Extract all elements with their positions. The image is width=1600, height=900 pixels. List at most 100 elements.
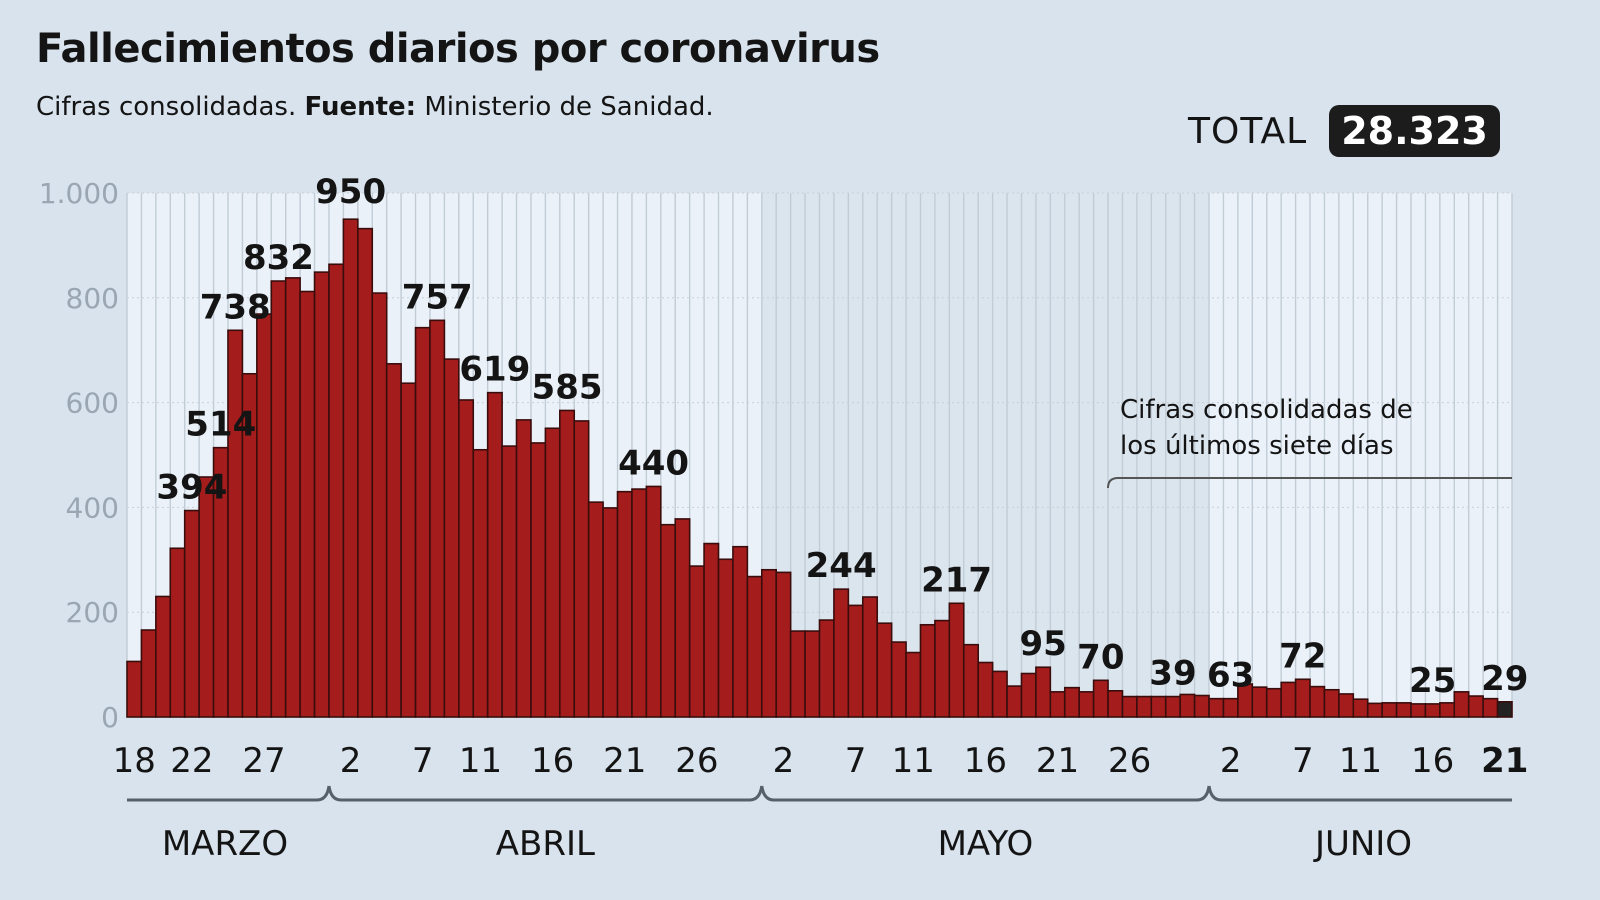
bar bbox=[818, 619, 835, 718]
bar bbox=[1193, 694, 1210, 718]
bar bbox=[1410, 703, 1427, 718]
bar bbox=[602, 507, 619, 718]
bar-value-label: 217 bbox=[921, 560, 992, 600]
bar bbox=[155, 595, 172, 718]
month-label: MARZO bbox=[162, 824, 288, 864]
bar bbox=[1424, 703, 1441, 718]
x-tick-label: 11 bbox=[459, 741, 502, 781]
bar bbox=[284, 277, 301, 718]
bar-value-label: 832 bbox=[243, 238, 314, 278]
bar bbox=[1251, 686, 1268, 718]
bar bbox=[660, 523, 677, 718]
y-tick-label: 800 bbox=[66, 282, 119, 315]
month-brackets: MARZO ABRIL MAYO JUNIO bbox=[127, 785, 1512, 864]
x-tick-label: 21 bbox=[1481, 741, 1528, 781]
bars bbox=[126, 218, 1513, 718]
x-tick-label: 26 bbox=[675, 741, 718, 781]
bar bbox=[833, 588, 850, 718]
bar bbox=[530, 442, 547, 718]
x-tick-label: 21 bbox=[603, 741, 646, 781]
bar bbox=[977, 661, 994, 718]
x-tick-label: 11 bbox=[892, 741, 935, 781]
bar bbox=[1179, 693, 1196, 718]
annotation-line-1: Cifras consolidadas de bbox=[1120, 395, 1413, 425]
bar bbox=[934, 619, 951, 718]
bar bbox=[1294, 678, 1311, 718]
bar-value-label: 63 bbox=[1207, 656, 1254, 696]
bar-value-label: 738 bbox=[200, 287, 271, 327]
total-box: TOTAL 28.323 bbox=[1188, 105, 1500, 157]
bar bbox=[169, 547, 186, 718]
bar bbox=[385, 363, 402, 718]
bar bbox=[1496, 701, 1513, 718]
bar bbox=[544, 427, 561, 718]
bar-value-label: 619 bbox=[459, 350, 530, 390]
annotation-line-2: los últimos siete días bbox=[1120, 431, 1394, 461]
bar bbox=[256, 313, 273, 718]
bar bbox=[227, 329, 244, 718]
bar bbox=[458, 399, 475, 718]
bar-value-label: 757 bbox=[402, 277, 473, 317]
bar bbox=[328, 263, 345, 718]
x-tick-label: 16 bbox=[964, 741, 1007, 781]
bar bbox=[789, 630, 806, 718]
bar bbox=[126, 660, 143, 718]
bar-value-label: 39 bbox=[1149, 654, 1196, 694]
x-tick-label: 21 bbox=[1036, 741, 1079, 781]
bar bbox=[414, 326, 431, 718]
bar bbox=[198, 476, 215, 718]
bar bbox=[1280, 681, 1297, 718]
bar bbox=[443, 358, 460, 718]
bar bbox=[1366, 702, 1383, 718]
bar bbox=[688, 565, 705, 718]
x-tick-label: 22 bbox=[170, 741, 213, 781]
bar-value-label: 394 bbox=[156, 468, 227, 508]
bar bbox=[1107, 689, 1124, 718]
bar bbox=[645, 485, 662, 718]
bar bbox=[299, 290, 316, 718]
bar-value-label: 440 bbox=[618, 443, 689, 483]
bar bbox=[559, 409, 576, 718]
y-tick-label: 1.000 bbox=[39, 177, 119, 210]
x-tick-label: 26 bbox=[1108, 741, 1151, 781]
y-tick-label: 200 bbox=[66, 596, 119, 629]
bar bbox=[732, 545, 749, 718]
total-label: TOTAL bbox=[1188, 110, 1308, 152]
bar bbox=[1092, 679, 1109, 718]
bar bbox=[183, 509, 200, 718]
bar bbox=[1150, 695, 1167, 718]
bar bbox=[876, 622, 893, 718]
month-label: JUNIO bbox=[1313, 824, 1412, 864]
y-tick-label: 0 bbox=[101, 701, 119, 734]
bar bbox=[1453, 691, 1470, 718]
x-tick-label: 7 bbox=[412, 741, 434, 781]
x-tick-label: 11 bbox=[1339, 741, 1382, 781]
x-tick-label: 2 bbox=[340, 741, 362, 781]
bar bbox=[371, 292, 388, 718]
bar-value-label: 70 bbox=[1077, 637, 1124, 677]
bar bbox=[1222, 697, 1239, 718]
bar-value-label: 950 bbox=[315, 172, 386, 212]
chart-title: Fallecimientos diarios por coronavirus bbox=[36, 26, 880, 72]
x-tick-label: 2 bbox=[773, 741, 795, 781]
bar bbox=[1395, 702, 1412, 718]
x-tick-label: 7 bbox=[1292, 741, 1314, 781]
bar bbox=[429, 319, 446, 718]
bar-value-label: 585 bbox=[532, 367, 603, 407]
bar bbox=[962, 643, 979, 718]
x-tick-label: 27 bbox=[242, 741, 285, 781]
bar bbox=[804, 630, 821, 718]
bar bbox=[1006, 685, 1023, 718]
subtitle-text: Cifras consolidadas. bbox=[36, 92, 297, 122]
bar bbox=[703, 542, 720, 718]
chart-subtitle: Cifras consolidadas. Fuente: Ministerio … bbox=[36, 92, 714, 122]
bar bbox=[1208, 697, 1225, 718]
y-tick-label: 400 bbox=[66, 491, 119, 524]
bar bbox=[400, 382, 417, 718]
bar bbox=[631, 488, 648, 718]
bar-value-label: 95 bbox=[1019, 624, 1066, 664]
source-label: Fuente: bbox=[304, 92, 417, 122]
bar bbox=[342, 218, 359, 718]
bar bbox=[472, 448, 489, 718]
